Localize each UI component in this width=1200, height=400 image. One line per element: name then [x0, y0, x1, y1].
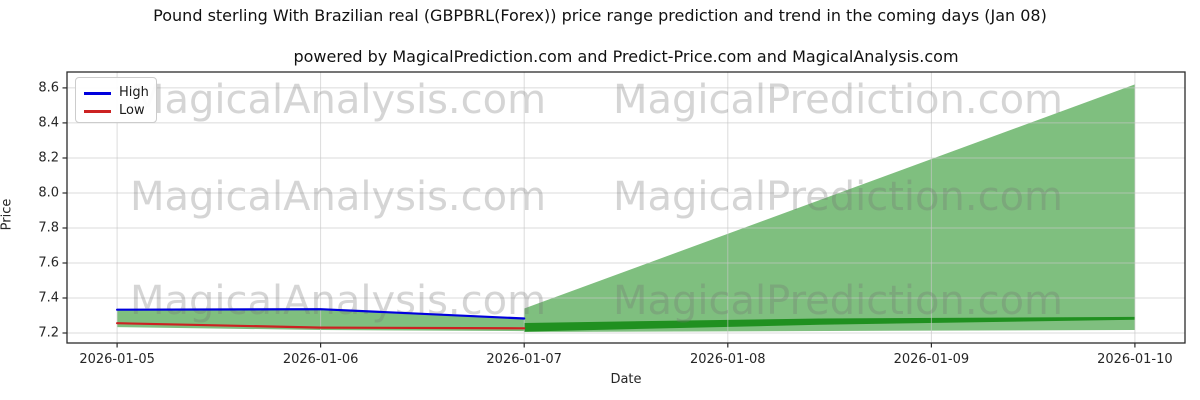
gridlines: [67, 72, 1185, 343]
chart-title: Pound sterling With Brazilian real (GBPB…: [153, 6, 1047, 25]
axis-ticks: [62, 87, 1136, 348]
legend-item-low: Low: [84, 102, 148, 120]
y-tick-label: 7.6: [38, 255, 59, 271]
x-tick-label: 2026-01-10: [1097, 352, 1173, 367]
x-tick-label: 2026-01-07: [486, 352, 562, 367]
legend-item-high: High: [84, 84, 149, 102]
low-line: [115, 322, 526, 330]
legend-label-high: High: [119, 85, 149, 100]
watermark-layer: MagicalAnalysis.com MagicalPrediction.com…: [130, 77, 1063, 324]
plot-frame: [66, 71, 1186, 344]
low-line-swatch: [84, 109, 111, 113]
watermark-text: MagicalAnalysis.com: [130, 174, 546, 220]
y-tick-label: 8.0: [38, 185, 59, 201]
watermark-text: MagicalAnalysis.com: [130, 77, 546, 123]
x-axis-title: Date: [610, 372, 642, 387]
prediction-fan: [524, 84, 1135, 333]
y-tick-label: 7.4: [38, 290, 59, 306]
x-tick-label: 2026-01-05: [79, 352, 155, 367]
legend-label-low: Low: [119, 103, 145, 118]
y-tick-label: 7.8: [38, 220, 59, 236]
y-tick-label: 8.4: [38, 115, 59, 131]
y-axis-title: Price: [0, 198, 15, 231]
y-tick-label: 8.6: [38, 80, 59, 96]
trend-wedge: [524, 316, 1135, 332]
y-tick-label: 8.2: [38, 150, 59, 166]
y-tick-label: 7.2: [38, 325, 59, 341]
high-line-swatch: [84, 91, 111, 95]
x-tick-label: 2026-01-06: [282, 352, 359, 367]
x-tick-label: 2026-01-09: [893, 352, 970, 367]
x-tick-label: 2026-01-08: [690, 352, 766, 367]
watermark-text: MagicalPrediction.com: [613, 174, 1063, 220]
chart-subtitle: powered by MagicalPrediction.com and Pre…: [293, 47, 959, 66]
watermark-text: MagicalPrediction.com: [613, 278, 1063, 324]
high-line: [115, 308, 526, 320]
watermark-text: MagicalPrediction.com: [613, 77, 1063, 123]
legend-box: High Low: [75, 77, 157, 123]
